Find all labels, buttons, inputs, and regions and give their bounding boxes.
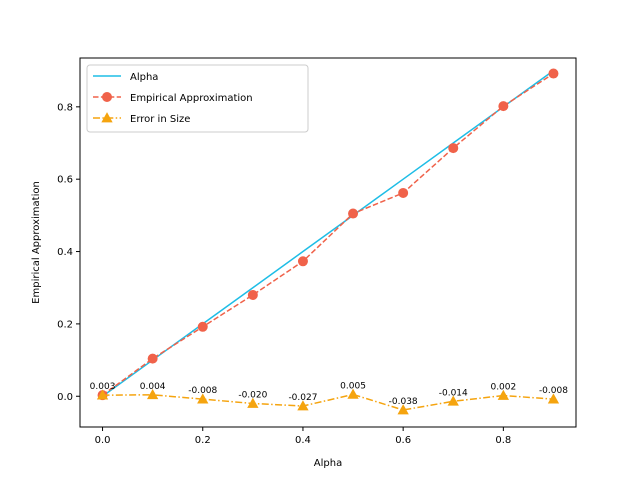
data-label: 0.004 [140, 382, 166, 392]
data-point-empirical-approximation [548, 68, 559, 79]
legend-label-alpha: Alpha [130, 72, 158, 83]
data-point-error-in-size [447, 395, 459, 406]
data-point-error-in-size [96, 389, 109, 400]
data-label: 0.002 [490, 383, 516, 393]
data-point-error-in-size [547, 393, 560, 404]
y-tick-label: 0.6 [57, 175, 73, 186]
legend-label-error-in-size: Error in Size [130, 114, 190, 125]
legend-marker-error-in-size [101, 112, 113, 123]
series-empirical-approximation [97, 68, 559, 401]
data-point-error-in-size [247, 397, 259, 408]
x-tick-label: 0.0 [95, 435, 111, 446]
data-point-error-in-size [297, 400, 309, 411]
data-label: -0.027 [288, 393, 317, 403]
data-point-error-in-size [497, 389, 510, 400]
data-label: -0.038 [389, 397, 418, 407]
legend-marker-empirical-approximation [102, 92, 112, 102]
y-tick-label: 0.0 [57, 392, 73, 403]
x-tick-label: 0.4 [295, 435, 311, 446]
data-label: -0.014 [439, 388, 468, 398]
data-point-error-in-size [347, 388, 359, 399]
data-point-empirical-approximation [348, 208, 359, 219]
legend: Alpha Empirical Approximation Error in Siz… [86, 64, 309, 133]
data-label: -0.020 [238, 390, 267, 400]
series-line-error-in-size [102, 393, 554, 411]
data-label: -0.008 [539, 386, 568, 396]
data-label: -0.008 [188, 386, 217, 396]
data-point-empirical-approximation [197, 321, 208, 332]
axis-ticks: 0.0 0.2 0.4 0.6 0.8 0.0 0.2 0.4 0.6 0.8 [57, 102, 511, 446]
legend-label-empirical-approximation: Empirical Approximation [130, 93, 253, 104]
y-axis-label: Empirical Approximation [31, 181, 42, 304]
y-tick-label: 0.2 [57, 319, 73, 330]
data-point-empirical-approximation [297, 256, 308, 267]
y-tick-label: 0.4 [57, 247, 73, 258]
data-point-error-in-size [197, 393, 209, 404]
data-point-empirical-approximation [147, 353, 158, 364]
data-point-empirical-approximation [247, 289, 258, 300]
series-line-empirical-approximation [102, 72, 554, 396]
x-tick-label: 0.8 [495, 435, 511, 446]
plot-area-frame [79, 57, 577, 428]
data-point-empirical-approximation [448, 143, 459, 154]
y-tick-label: 0.8 [57, 102, 73, 113]
data-point-empirical-approximation [498, 101, 509, 112]
x-tick-label: 0.2 [195, 435, 211, 446]
x-tick-label: 0.6 [395, 435, 411, 446]
data-label: 0.003 [90, 382, 116, 392]
data-point-error-in-size [146, 388, 159, 400]
x-axis-label: Alpha [314, 458, 342, 469]
data-label: 0.005 [340, 381, 366, 391]
series-layer [96, 68, 560, 415]
series-error-in-size [96, 388, 560, 415]
data-point-error-in-size [397, 404, 409, 415]
legend-box [86, 64, 309, 133]
error-annotations: 0.003 0.004 -0.008 -0.020 -0.027 0.005 -0.038 -… [90, 381, 569, 407]
data-point-empirical-approximation [398, 187, 409, 198]
